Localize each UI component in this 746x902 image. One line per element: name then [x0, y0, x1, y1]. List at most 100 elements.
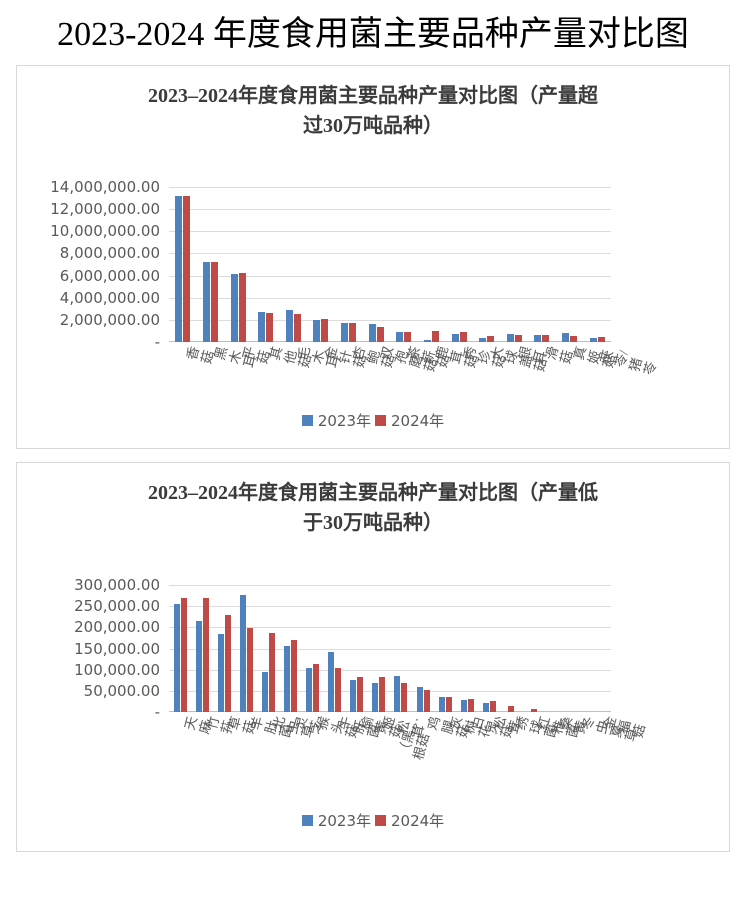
bar-2023 — [285, 309, 293, 342]
legend-item: 2024年 — [375, 810, 444, 831]
gridline — [169, 231, 611, 233]
bar-group — [589, 585, 611, 712]
gridline — [169, 253, 611, 255]
gridline — [169, 297, 611, 299]
legend-item: 2024年 — [375, 410, 444, 431]
bar-group — [583, 187, 611, 342]
y-axis-tick-label: 4,000,000.00 — [59, 288, 160, 307]
legend-label: 2024年 — [391, 412, 445, 430]
bar-group — [445, 187, 473, 342]
y-axis-tick-label: 12,000,000.00 — [50, 200, 160, 219]
chart-card-over-300k-tons: 2023–2024年度食用菌主要品种产量对比图（产量超过30万吨品种） 14,0… — [16, 65, 730, 449]
bar-group — [434, 585, 456, 712]
bar-group — [500, 585, 522, 712]
bar-2023 — [482, 703, 489, 712]
bar-2024 — [238, 272, 246, 342]
chart-title: 2023–2024年度食用菌主要品种产量对比图（产量低于30万吨品种） — [148, 482, 598, 534]
bar-2023 — [416, 687, 423, 712]
y-axis-tick-label: 100,000.00 — [74, 660, 160, 679]
bar-group — [235, 585, 257, 712]
bar-group — [197, 187, 225, 342]
bar-2023 — [394, 676, 401, 712]
gridline — [169, 187, 611, 188]
bar-group — [473, 187, 501, 342]
legend-swatch-2023 — [301, 815, 313, 826]
plot-area: 300,000.00 250,000.00 200,000.00 150,000.00… — [74, 576, 648, 762]
bar-2024 — [335, 667, 342, 712]
bar-2023 — [534, 334, 542, 342]
bar-2024 — [459, 332, 467, 342]
bar-2024 — [508, 706, 515, 712]
chart-card-under-300k-tons: 2023–2024年度食用菌主要品种产量对比图（产量低于30万吨品种） 300,… — [16, 462, 730, 852]
bar-2023 — [589, 337, 597, 342]
legend-swatch-2023 — [301, 415, 313, 426]
bar-2024 — [489, 701, 496, 712]
legend-item: 2023年 — [301, 410, 371, 431]
bar-group — [501, 187, 529, 342]
y-axis-tick-label: 50,000.00 — [83, 681, 160, 700]
y-axis-tick-label: 14,000,000.00 — [50, 178, 160, 196]
bar-2023 — [372, 683, 379, 712]
bar-2024 — [266, 313, 274, 342]
bar-group — [257, 585, 279, 712]
bar-group — [324, 585, 346, 712]
bar-2023 — [261, 671, 268, 712]
y-axis-tick-label: 150,000.00 — [74, 639, 160, 658]
bar-2024 — [224, 614, 231, 712]
bar-2024 — [404, 332, 412, 342]
y-axis-tick-label: - — [154, 333, 160, 351]
gridline — [169, 669, 611, 671]
gridline — [169, 627, 611, 629]
x-axis-line — [169, 341, 611, 342]
bar-group — [418, 187, 446, 342]
bar-group — [368, 585, 390, 712]
bar-2024 — [210, 262, 218, 342]
bar-group — [280, 187, 308, 342]
y-axis-tick-label: 250,000.00 — [74, 597, 160, 616]
bar-group — [307, 187, 335, 342]
bar-group — [279, 585, 301, 712]
bar-2024 — [183, 196, 191, 342]
bar-2024 — [401, 682, 408, 712]
bar-2024 — [268, 633, 275, 712]
bar-group — [390, 187, 418, 342]
bar-2024 — [313, 664, 320, 712]
bar-2023 — [217, 633, 224, 712]
gridline — [169, 585, 611, 586]
bars-layer — [169, 187, 611, 342]
legend-label: 2024年 — [391, 812, 445, 830]
gridline — [169, 648, 611, 650]
bar-2024 — [357, 677, 364, 712]
bar-2023 — [258, 311, 266, 342]
bar-2023 — [506, 334, 514, 342]
bar-2024 — [291, 640, 298, 712]
gridline — [169, 319, 611, 321]
bar-2023 — [423, 339, 431, 342]
plot-area: 14,000,000.00 12,000,000.00 10,000,000.00 8… — [50, 178, 658, 377]
bar-2023 — [284, 646, 291, 712]
y-axis-tick-label: 2,000,000.00 — [59, 310, 160, 329]
bar-group — [567, 585, 589, 712]
legend-label: 2023年 — [317, 412, 371, 430]
bar-group — [302, 585, 324, 712]
bar-2023 — [438, 697, 445, 712]
bar-2024 — [246, 627, 253, 712]
bar-group — [456, 585, 478, 712]
bar-2024 — [180, 597, 187, 712]
bar-2023 — [202, 262, 210, 342]
bar-2024 — [376, 326, 384, 342]
bar-group — [169, 187, 197, 342]
y-axis-tick-label: - — [154, 703, 160, 721]
bar-group — [478, 585, 500, 712]
bar-group — [213, 585, 235, 712]
bar-2024 — [570, 335, 578, 342]
bar-2023 — [306, 668, 313, 712]
bar-2023 — [350, 679, 357, 712]
bar-2024 — [487, 336, 495, 342]
legend: 2023年 2024年 — [17, 410, 729, 431]
bar-2023 — [451, 334, 459, 342]
x-axis-line — [169, 711, 611, 712]
bar-2023 — [239, 594, 246, 712]
bar-2024 — [293, 313, 301, 342]
legend-swatch-2024 — [375, 415, 386, 426]
